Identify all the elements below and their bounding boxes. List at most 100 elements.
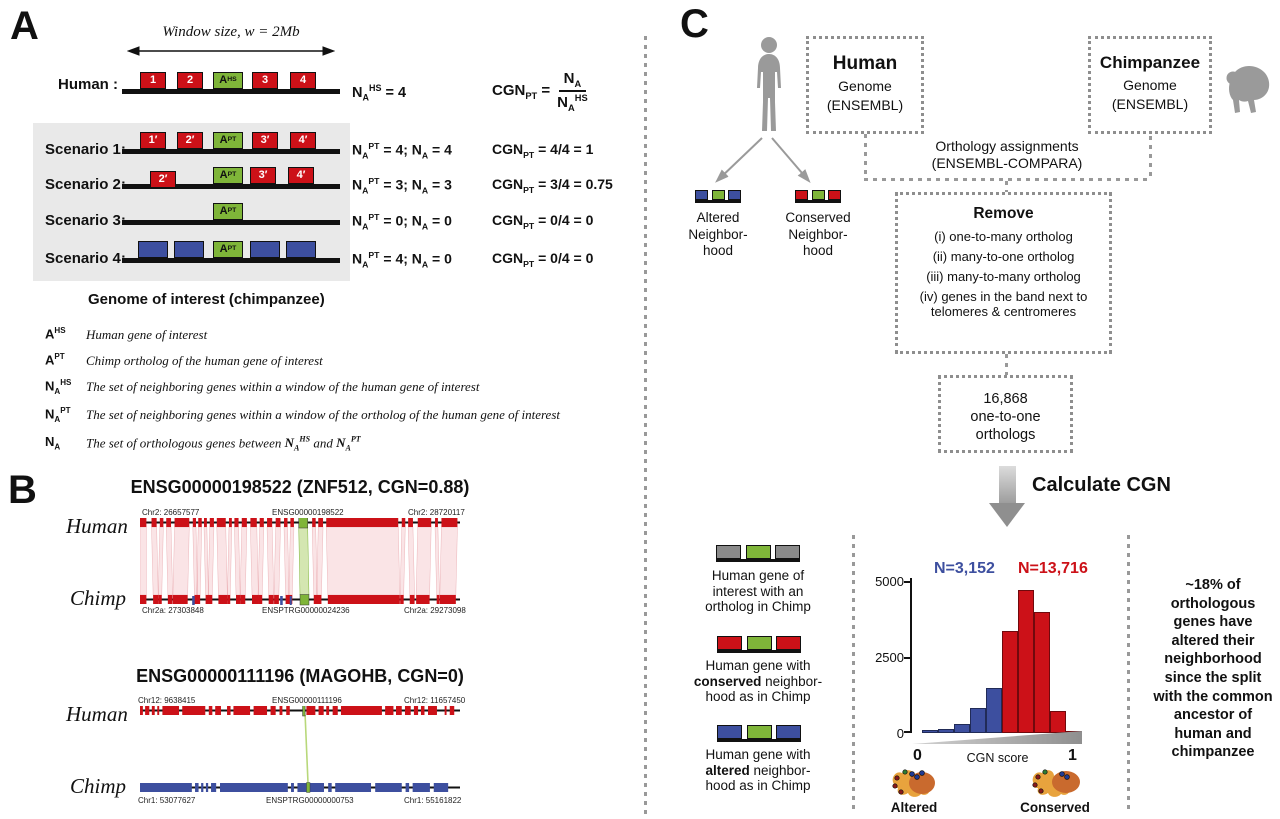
chromosome-line [122,149,340,154]
coord-label: Chr1: 53077627 [138,796,196,805]
altered-genome-territory-icon [892,769,935,797]
altered-blob-label: Altered [890,800,938,815]
chimp-blue-tick [280,596,283,605]
human-segment [290,518,294,527]
chimp-segment [258,595,263,604]
chimp-ortholog-gene [306,782,311,793]
neighborhood-gene-block [717,636,742,650]
neighborhood-gene-block [795,190,808,200]
chimp-blue-tick [289,596,292,605]
conserved-gene-icon [717,636,801,654]
definition-description: The set of neighboring genes within a wi… [86,407,560,422]
window-size-label: Window size, w = 2Mb [162,24,300,40]
human-segment [449,706,455,715]
human-segment [145,706,150,715]
human-genome-box: Human Genome (ENSEMBL) [806,36,924,134]
chimp-segment [285,595,290,604]
species-label-human: Human [66,702,128,726]
histogram-bar [938,728,954,733]
coord-label: Chr12: 9638415 [138,696,196,705]
remove-filter-box: Remove (i) one-to-many ortholog (ii) many… [895,192,1112,354]
human-segment [318,518,324,527]
chimp-segment [205,783,209,792]
neighborhood-chromosome-bar [717,739,801,742]
chimp-segment [201,783,204,792]
connector-line [864,134,867,180]
synteny-ribbon [196,526,203,596]
neighborhood-gene-block [717,725,742,739]
synteny-ribbon [234,526,241,596]
gene-block: 2′ [150,171,176,188]
human-segment [241,518,247,527]
chimp-segment [313,595,318,604]
human-segment [396,706,402,715]
chromosome-line [122,220,340,225]
chimp-silhouette-icon [1226,66,1270,113]
n-conserved-annotation: N=13,716 [1018,560,1088,577]
classification-arrows [715,137,811,184]
human-segment [159,518,164,527]
row-label: Scenario 3: [45,212,126,229]
neighborhood-gene-block [828,190,841,200]
synteny-plot-1 [140,518,460,606]
human-segment [267,518,273,527]
neighborhood-gene-block [728,190,741,200]
remove-item: (iv) genes in the band next to telomeres… [919,289,1088,319]
human-genome-box-line3: (ENSEMBL) [826,97,904,113]
na-hs-annotation: NAHS = 4 [352,83,407,103]
coord-label: ENSG00000111196 [272,696,342,705]
scenario-cgn-annotation: CGNPT = 3/4 = 0.75 [492,176,613,195]
coord-label: ENSG00000198522 [272,508,344,517]
neighborhood-chromosome-bar [717,650,801,653]
chromosome-line [122,89,340,94]
panel-a-label: A [10,4,39,48]
chimp-segment [196,595,201,604]
human-segment [385,706,394,715]
chimp-genome-box-line3: (ENSEMBL) [1111,96,1189,112]
remove-item: (ii) many-to-one ortholog [932,249,1075,264]
human-segment [151,518,157,527]
gene-link-line [304,714,309,784]
neighborhood-gene-block [746,725,772,739]
remove-box-title: Remove [973,205,1034,222]
gene-block [138,241,168,258]
histogram-bar [954,723,970,733]
row-label: Scenario 1: [45,141,126,158]
neighborhood-chromosome-bar [716,559,800,562]
conserved-blob-label: Conserved [1020,800,1090,815]
gene-block: 2′ [177,132,203,149]
chimp-segment [433,783,449,792]
remove-box-items: (i) one-to-many ortholog (ii) many-to-one… [898,229,1109,319]
chimp-segment [167,595,173,604]
cgn-histogram-bars [922,580,1082,733]
chimp-segment [194,595,198,604]
legend-item-3-text: Human gene with altered neighbor-hood as … [705,747,811,793]
y-axis-tick [904,581,910,583]
chimp-segment [220,783,288,792]
chromosome-line [122,258,340,263]
human-segment [270,706,276,715]
conserved-neighborhood-label: Conserved Neighbor- hood [785,210,851,258]
neighborhood-gene-block [776,725,801,739]
human-segment [208,706,213,715]
gene-block: A PT [213,132,243,149]
scenario-cgn-annotation: CGNPT = 0/4 = 0 [492,250,594,269]
chimp-ortholog-gene [299,594,310,606]
human-segment [204,518,207,527]
panel-divider-vertical [644,36,647,814]
human-segment [151,706,155,715]
cgn-formula-fraction: NA NAHS [557,70,587,113]
human-segment [157,706,160,715]
y-tick-5000: 5000 [875,574,904,589]
definition-description: Human gene of interest [86,327,208,342]
chimp-segment [252,595,259,604]
orthology-line1: Orthology assignments [935,138,1079,154]
scenario-na-annotation: NAPT = 4; NA = 4 [352,141,452,161]
human-segment [435,518,438,527]
synteny-ribbon [239,526,248,596]
neighborhood-gene-block [711,190,725,200]
chimp-segment [172,595,188,604]
x-axis-max-label: 1 [1068,747,1077,764]
species-label-chimp: Chimp [70,586,127,610]
gene-block: A HS [213,72,243,89]
